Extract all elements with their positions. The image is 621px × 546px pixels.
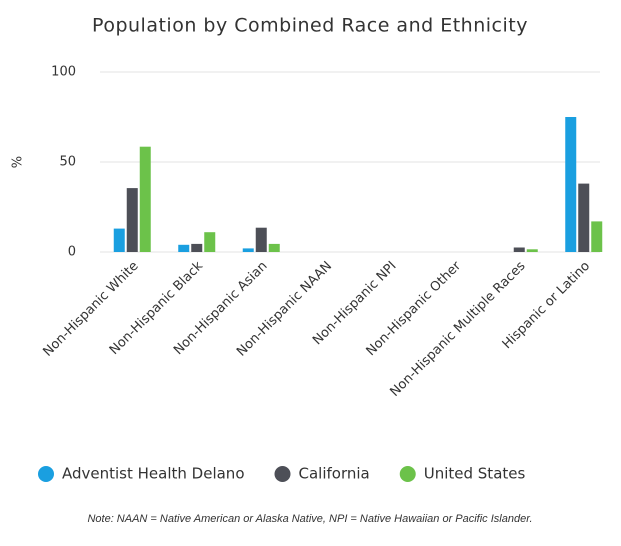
legend-label: Adventist Health Delano <box>62 465 245 483</box>
bar <box>191 243 203 252</box>
bar <box>591 221 603 252</box>
y-axis-label: % <box>11 156 26 168</box>
bar <box>578 183 590 252</box>
bar <box>526 249 538 252</box>
x-tick-label: Non-Hispanic Multiple Races <box>387 259 528 400</box>
legend-label: California <box>299 465 370 483</box>
bar <box>513 247 525 252</box>
legend-swatch <box>38 466 54 482</box>
bar <box>178 244 190 252</box>
y-tick-label: 0 <box>68 245 76 260</box>
legend-label: United States <box>424 465 526 483</box>
legend-swatch <box>274 466 291 482</box>
bar <box>255 227 267 252</box>
y-tick-label: 100 <box>51 65 76 80</box>
bar <box>242 248 254 252</box>
note: Note: NAAN = Native American or Alaska N… <box>87 513 532 525</box>
bar <box>126 188 138 252</box>
bar <box>565 117 577 252</box>
bar <box>268 243 280 252</box>
bar <box>113 228 125 252</box>
y-tick-label: 50 <box>59 155 76 170</box>
chart-title: Population by Combined Race and Ethnicit… <box>92 15 528 37</box>
legend-swatch <box>399 466 416 482</box>
bar <box>204 232 216 252</box>
bar <box>139 146 151 252</box>
